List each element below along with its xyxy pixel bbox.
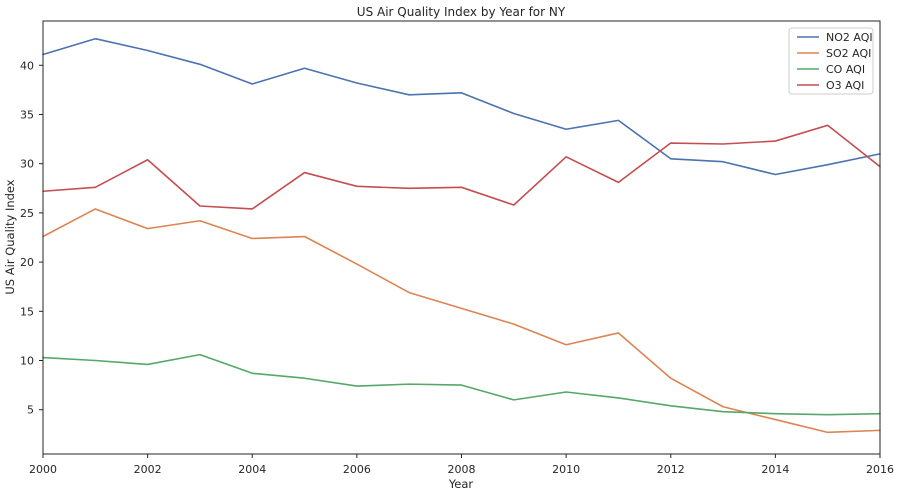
legend: NO2 AQI SO2 AQI CO AQI O3 AQI xyxy=(788,27,874,95)
x-tick-label: 2014 xyxy=(761,463,789,476)
series-line-so2-aqi xyxy=(42,208,881,434)
x-tick-label: 2006 xyxy=(343,463,371,476)
plot-frame xyxy=(42,20,881,455)
x-tick-label: 2012 xyxy=(657,463,685,476)
legend-label: NO2 AQI xyxy=(826,31,873,44)
legend-label: CO AQI xyxy=(826,63,865,76)
legend-box xyxy=(788,27,874,95)
x-tick-label: 2010 xyxy=(552,463,580,476)
y-tick-label: 20 xyxy=(20,256,34,269)
chart-title: US Air Quality Index by Year for NY xyxy=(357,5,566,19)
y-tick-label: 40 xyxy=(20,59,34,72)
series-line-co-aqi xyxy=(42,353,881,416)
series-layer xyxy=(42,37,881,434)
y-axis: 5 10 15 20 25 30 35 40 xyxy=(20,59,43,417)
x-tick-label: 2008 xyxy=(448,463,476,476)
x-tick-label: 2000 xyxy=(29,463,57,476)
x-axis-title: Year xyxy=(448,477,474,491)
x-tick-label: 2002 xyxy=(134,463,162,476)
y-tick-label: 5 xyxy=(27,404,34,417)
y-tick-label: 10 xyxy=(20,355,34,368)
y-tick-label: 25 xyxy=(20,207,34,220)
y-axis-title: US Air Quality Index xyxy=(3,179,17,294)
y-tick-label: 30 xyxy=(20,158,34,171)
x-tick-label: 2016 xyxy=(866,463,894,476)
series-line-o3-aqi xyxy=(42,124,881,210)
x-axis: 2000 2002 2004 2006 2008 2010 2012 2014 2016 xyxy=(29,454,894,476)
x-tick-label: 2004 xyxy=(238,463,266,476)
legend-label: O3 AQI xyxy=(826,79,864,92)
y-tick-label: 15 xyxy=(20,305,34,318)
y-tick-label: 35 xyxy=(20,108,34,121)
series-line-no2-aqi xyxy=(42,37,881,176)
legend-label: SO2 AQI xyxy=(826,47,871,60)
